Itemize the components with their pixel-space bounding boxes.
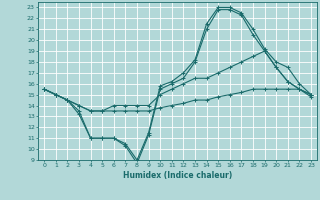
X-axis label: Humidex (Indice chaleur): Humidex (Indice chaleur) (123, 171, 232, 180)
